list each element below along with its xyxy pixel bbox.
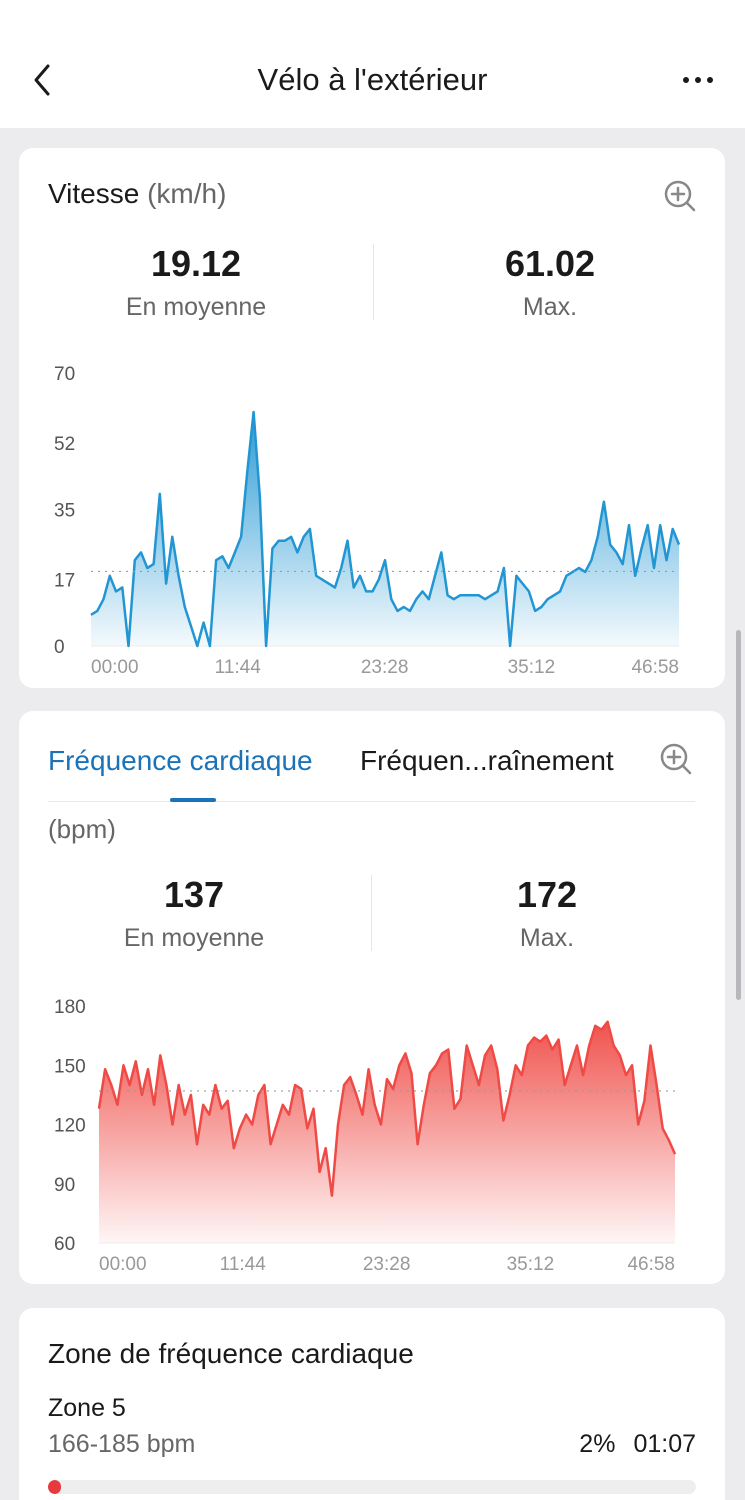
hr-x-tick-label: 23:28 bbox=[363, 1254, 411, 1275]
speed-y-tick-label: 70 bbox=[54, 364, 75, 385]
top-app-bar: Vélo à l'extérieur bbox=[0, 0, 745, 128]
hr-max-stat: 172 Max. bbox=[397, 873, 697, 955]
heart-rate-chart: 180 150 120 90 60 00:00 11:44 23:28 35:12 46:58 bbox=[54, 997, 677, 1275]
tab-divider bbox=[48, 801, 695, 802]
hr-max-label: Max. bbox=[519, 924, 575, 952]
speed-max-label: Max. bbox=[522, 293, 578, 321]
speed-x-tick-label: 46:58 bbox=[631, 657, 679, 678]
speed-series-line bbox=[90, 410, 681, 648]
speed-title-label: Vitesse bbox=[48, 178, 140, 209]
zone-range: 166-185 bpm bbox=[48, 1430, 196, 1458]
hr-y-tick-label: 150 bbox=[54, 1056, 86, 1077]
more-horizontal-icon[interactable] bbox=[681, 66, 715, 94]
hr-y-tick-label: 90 bbox=[54, 1175, 75, 1196]
speed-average-stat: 19.12 En moyenne bbox=[46, 242, 346, 324]
tab-heart-rate[interactable]: Fréquence cardiaque bbox=[48, 745, 313, 776]
zoom-in-icon[interactable] bbox=[662, 178, 698, 214]
hr-x-tick-label: 46:58 bbox=[627, 1254, 675, 1275]
chevron-left-icon[interactable] bbox=[28, 60, 58, 100]
hr-area-fill bbox=[99, 1021, 675, 1243]
scrollbar[interactable] bbox=[736, 630, 741, 1000]
speed-average-label: En moyenne bbox=[125, 293, 267, 321]
hr-average-label: En moyenne bbox=[123, 924, 265, 952]
hr-average-stat: 137 En moyenne bbox=[44, 873, 344, 955]
tab-active-indicator bbox=[170, 798, 216, 802]
zone-progress-fill bbox=[48, 1480, 61, 1494]
zone-duration: 01:07 bbox=[633, 1430, 696, 1458]
zone-progress-bar bbox=[48, 1480, 696, 1494]
heart-rate-card: Fréquence cardiaque Fréquen...raînement … bbox=[19, 711, 725, 1284]
speed-y-tick-label: 52 bbox=[54, 434, 75, 455]
hr-y-tick-label: 60 bbox=[54, 1234, 75, 1255]
hr-x-tick-label: 00:00 bbox=[99, 1254, 147, 1275]
speed-chart: 70 52 35 17 0 00:00 11:44 23:28 35:12 46:58 bbox=[54, 364, 681, 678]
hr-max-value: 172 bbox=[516, 874, 578, 915]
hr-x-tick-label: 35:12 bbox=[507, 1254, 555, 1275]
speed-x-tick-label: 35:12 bbox=[508, 657, 556, 678]
hr-average-value: 137 bbox=[163, 874, 225, 915]
speed-max-stat: 61.02 Max. bbox=[400, 242, 700, 324]
zoom-in-icon[interactable] bbox=[658, 741, 694, 777]
speed-average-value: 19.12 bbox=[150, 243, 242, 284]
speed-y-tick-label: 35 bbox=[54, 501, 75, 522]
speed-x-tick-label: 11:44 bbox=[215, 657, 262, 678]
speed-unit-label: (km/h) bbox=[147, 178, 227, 209]
zone-summary: 2% 01:07 bbox=[579, 1427, 696, 1461]
zone-card-title: Zone de fréquence cardiaque bbox=[48, 1338, 414, 1369]
stat-divider bbox=[371, 875, 372, 951]
speed-area-fill bbox=[91, 412, 679, 646]
hr-x-tick-label: 11:44 bbox=[220, 1254, 267, 1275]
hr-series-line bbox=[97, 1020, 677, 1197]
heart-rate-zone-card: Zone de fréquence cardiaque Zone 5 166-1… bbox=[19, 1308, 725, 1500]
speed-y-tick-label: 0 bbox=[54, 637, 65, 658]
heart-rate-unit-label: (bpm) bbox=[48, 814, 116, 844]
speed-card: Vitesse (km/h) 19.12 En moyenne 61.02 Ma… bbox=[19, 148, 725, 688]
speed-x-tick-label: 23:28 bbox=[361, 657, 409, 678]
zone-percent: 2% bbox=[579, 1430, 616, 1458]
zone-name: Zone 5 bbox=[48, 1394, 126, 1422]
speed-y-tick-label: 17 bbox=[54, 571, 75, 592]
hr-y-tick-label: 120 bbox=[54, 1116, 86, 1137]
page-title: Vélo à l'extérieur bbox=[257, 62, 488, 97]
stat-divider bbox=[373, 244, 374, 320]
speed-x-tick-label: 00:00 bbox=[91, 657, 139, 678]
speed-max-value: 61.02 bbox=[504, 243, 596, 284]
tab-training-frequency[interactable]: Fréquen...raînement bbox=[360, 745, 614, 776]
speed-card-title: Vitesse (km/h) bbox=[48, 176, 226, 212]
hr-y-tick-label: 180 bbox=[54, 997, 86, 1018]
